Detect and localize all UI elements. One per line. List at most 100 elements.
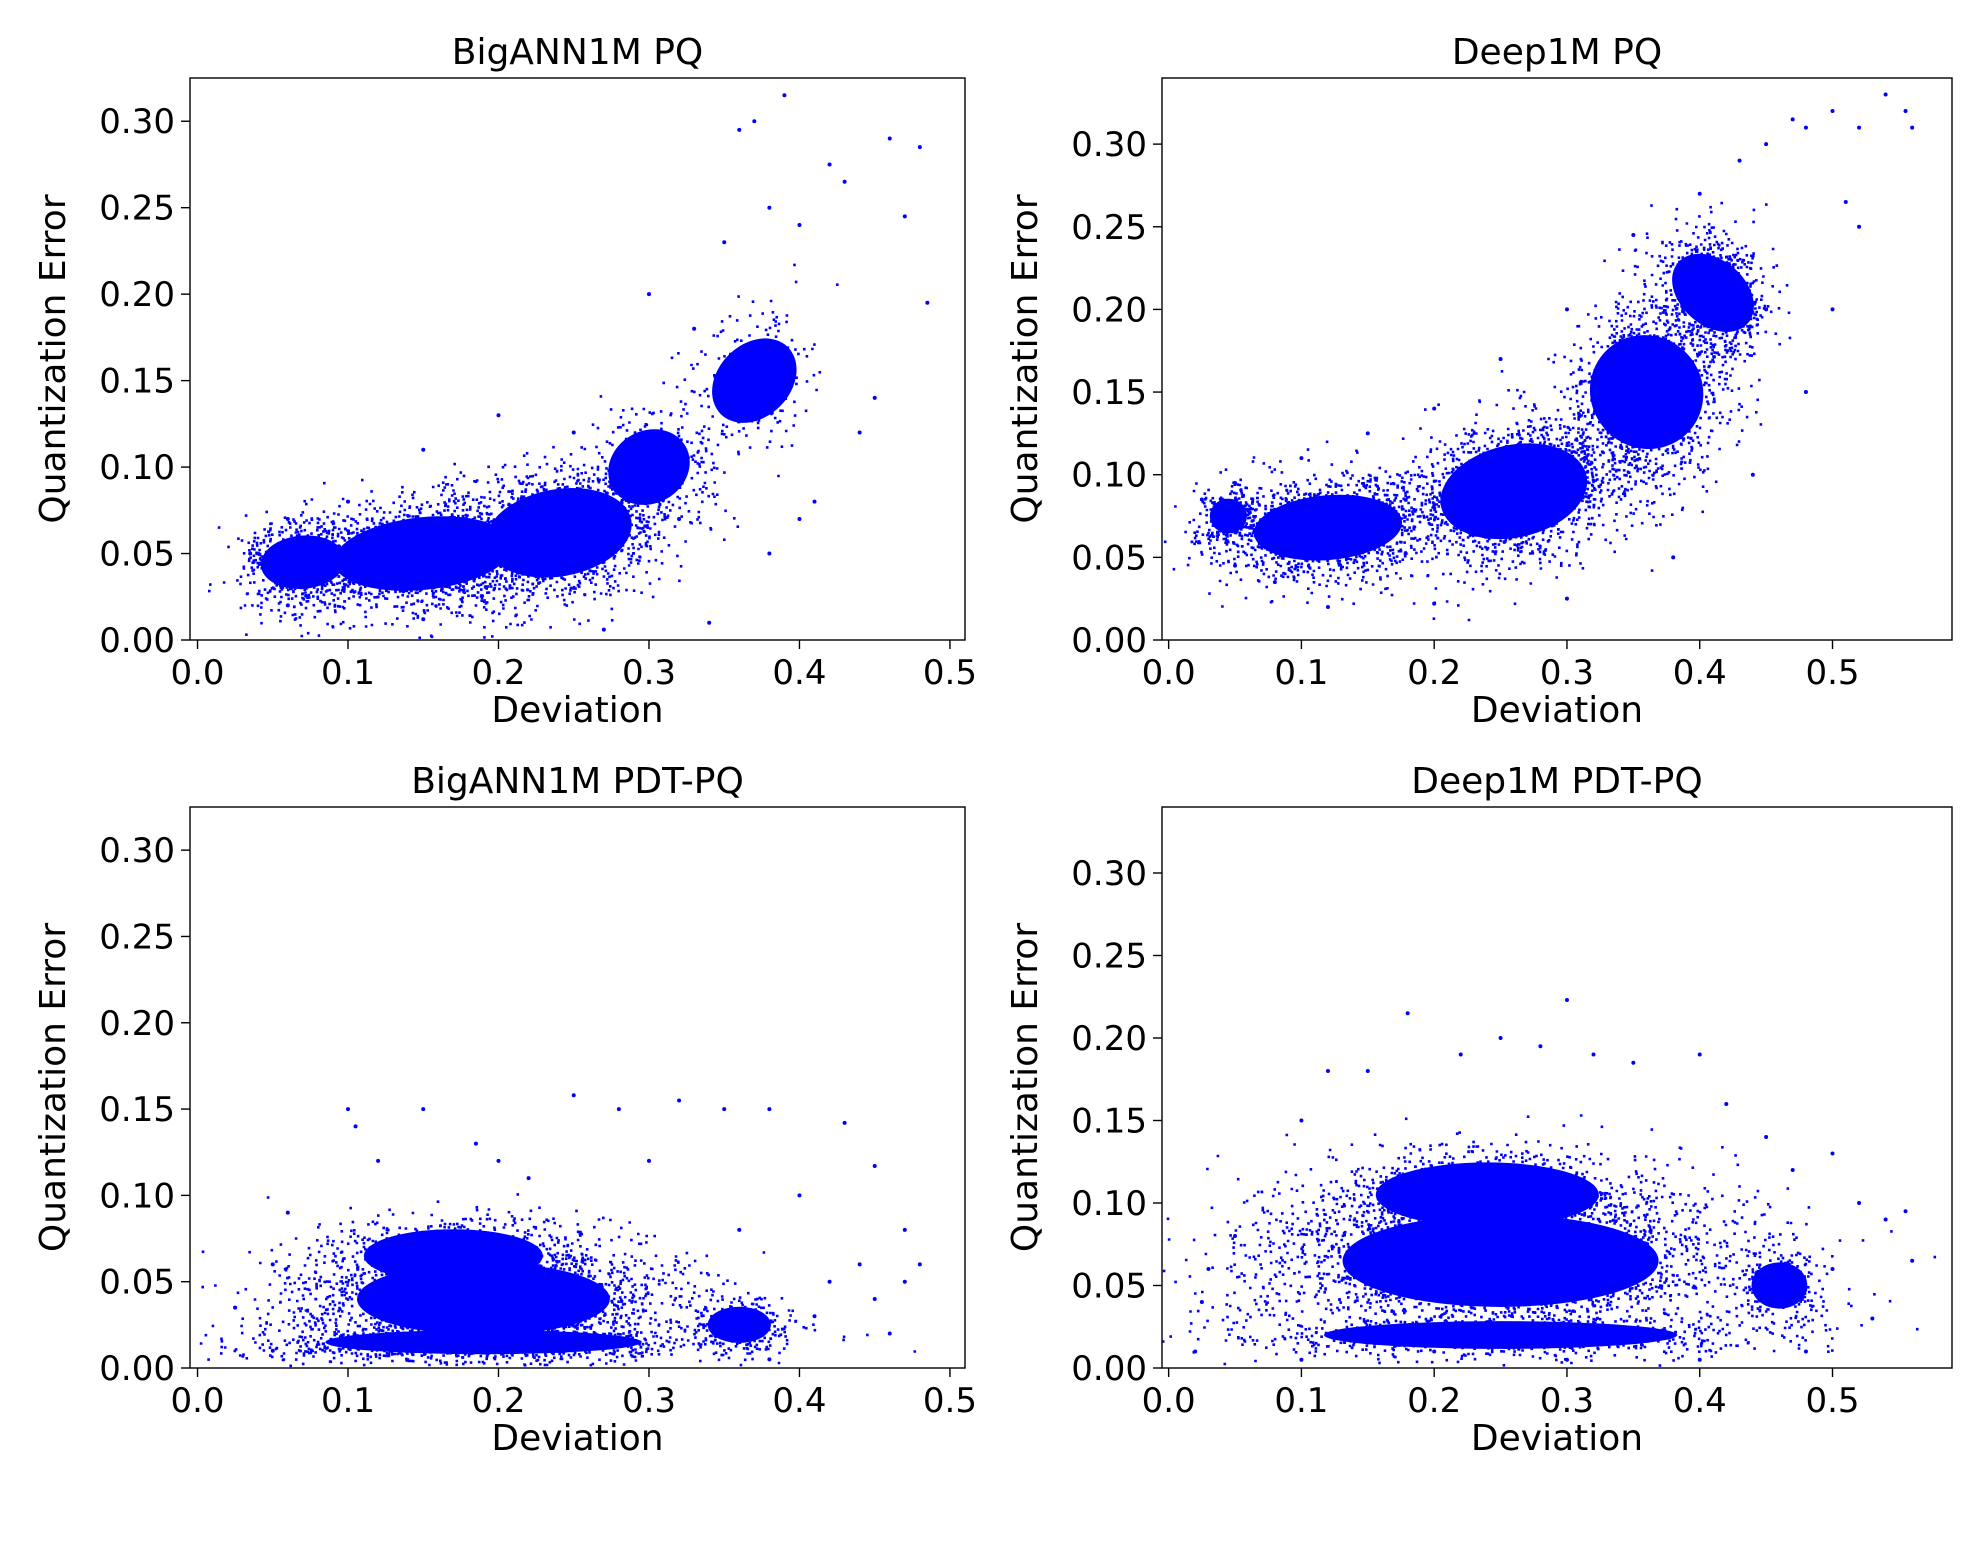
scatter-point xyxy=(1325,1069,1330,1073)
scatter-point xyxy=(827,162,832,167)
scatter-point xyxy=(872,1296,877,1301)
x-tick-label: 0.5 xyxy=(923,653,977,693)
y-tick-label: 0.00 xyxy=(1071,621,1147,661)
density-core xyxy=(485,488,632,578)
scatter-point xyxy=(1870,1316,1875,1321)
scatter-point xyxy=(887,1331,892,1336)
y-tick-label: 0.00 xyxy=(99,1349,175,1389)
scatter-point xyxy=(233,1305,238,1310)
scatter-point xyxy=(571,430,576,435)
density-core xyxy=(712,338,797,423)
scatter-point xyxy=(1564,307,1569,312)
scatter-point xyxy=(1591,1052,1596,1057)
scatter-point xyxy=(1299,1357,1304,1362)
density-core xyxy=(325,1330,642,1355)
scatter-point xyxy=(1857,224,1862,229)
axes-frame xyxy=(189,806,966,1369)
scatter-point xyxy=(1405,1011,1410,1016)
x-axis-label: Deviation xyxy=(1471,690,1643,731)
y-tick-label: 0.15 xyxy=(1071,373,1147,413)
y-tick-label: 0.05 xyxy=(99,535,175,575)
x-tick-label: 0.2 xyxy=(471,653,525,693)
scatter-point xyxy=(1631,1060,1636,1065)
y-tick-label: 0.15 xyxy=(1071,1102,1147,1142)
scatter-point xyxy=(1737,158,1742,163)
chart-title: Deep1M PQ xyxy=(1452,32,1662,73)
scatter-point xyxy=(677,516,682,521)
subplot-1: 0.0 0.1 0.2 0.3 0.4 0.5 0.00 0.05 0.10 0.15 0.20 0.… xyxy=(33,32,977,731)
scatter-point xyxy=(270,1348,275,1353)
density-core xyxy=(1672,253,1754,332)
density-core xyxy=(1342,1214,1659,1307)
x-tick-label: 0.5 xyxy=(1805,653,1859,693)
x-axis-label: Deviation xyxy=(1471,1418,1643,1459)
scatter-point xyxy=(1564,596,1569,601)
scatter-point xyxy=(797,1193,802,1198)
scatter-point xyxy=(842,179,847,184)
scatter-point xyxy=(646,1158,651,1163)
scatter-point xyxy=(353,1124,358,1129)
scatter-point xyxy=(1233,563,1238,568)
scatter-point xyxy=(842,1120,847,1125)
scatter-point xyxy=(1193,1349,1198,1354)
y-tick-label: 0.10 xyxy=(1071,456,1147,496)
density-blob xyxy=(209,498,408,627)
x-tick-label: 0.0 xyxy=(1142,1381,1196,1421)
y-tick-label: 0.10 xyxy=(99,448,175,488)
scatter-point xyxy=(421,447,426,452)
chart-title: Deep1M PDT-PQ xyxy=(1411,761,1702,802)
y-tick-label: 0.20 xyxy=(1071,1019,1147,1059)
x-tick-label: 0.2 xyxy=(1407,1381,1461,1421)
scatter-point xyxy=(1365,431,1370,436)
scatter-point xyxy=(1498,1036,1503,1040)
scatter-point xyxy=(902,214,907,219)
scatter-point xyxy=(1498,357,1503,361)
y-tick-label: 0.25 xyxy=(1071,937,1147,977)
scatter-point xyxy=(616,1107,621,1112)
y-axis-label: Quantization Error xyxy=(1005,923,1046,1252)
scatter-point xyxy=(692,326,697,331)
y-tick-label: 0.05 xyxy=(99,1263,175,1303)
y-tick-label: 0.15 xyxy=(99,1090,175,1130)
scatter-point xyxy=(902,1279,907,1284)
scatter-point xyxy=(1830,1267,1835,1271)
scatter-point xyxy=(925,300,930,305)
scatter-point xyxy=(1233,480,1238,485)
scatter-point xyxy=(496,1158,501,1163)
scatter-point xyxy=(285,1210,290,1215)
scatter-point xyxy=(677,1098,682,1103)
x-tick-label: 0.1 xyxy=(1274,653,1328,693)
scatter-point xyxy=(857,430,862,435)
density-blob xyxy=(566,352,736,555)
scatter-point xyxy=(812,1314,817,1319)
scatter-point xyxy=(1803,390,1808,395)
scatter-point xyxy=(737,1227,742,1232)
scatter-point xyxy=(285,603,290,608)
y-tick-label: 0.05 xyxy=(1071,1267,1147,1307)
x-tick-label: 0.2 xyxy=(1407,653,1461,693)
y-axis-label: Quantization Error xyxy=(1005,194,1046,523)
point-cloud xyxy=(208,263,839,640)
scatter-point xyxy=(601,627,606,632)
x-tick-label: 0.1 xyxy=(321,653,375,693)
scatter-point xyxy=(797,516,802,521)
scatter-point xyxy=(917,145,922,150)
x-tick-label: 0.4 xyxy=(772,1381,826,1421)
point-cloud xyxy=(199,1193,917,1368)
scatter-point xyxy=(1790,117,1795,122)
scatter-point xyxy=(1458,1052,1463,1057)
x-tick-label: 0.1 xyxy=(1274,1381,1328,1421)
scatter-point xyxy=(1910,125,1915,130)
axes-frame xyxy=(1161,806,1953,1369)
scatter-point xyxy=(1883,1217,1888,1222)
density-core xyxy=(357,1262,610,1336)
scatter-point xyxy=(1697,1052,1702,1057)
y-tick-label: 0.30 xyxy=(1071,854,1147,894)
y-tick-label: 0.25 xyxy=(1071,208,1147,248)
scatter-point xyxy=(1233,1234,1238,1238)
subplot-2: 0.0 0.1 0.2 0.3 0.4 0.5 0.00 0.05 0.10 0.15 0.20 0.… xyxy=(1005,32,1953,731)
x-tick-label: 0.5 xyxy=(923,1381,977,1421)
x-axis-label: Deviation xyxy=(491,690,663,731)
scatter-point xyxy=(1857,1201,1862,1205)
